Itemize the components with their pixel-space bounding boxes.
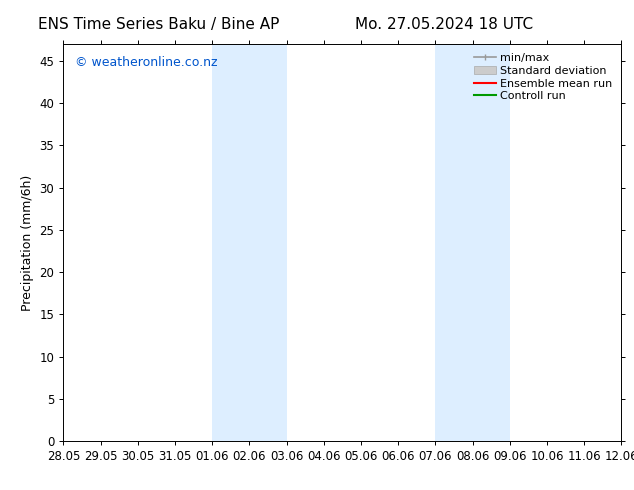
Text: © weatheronline.co.nz: © weatheronline.co.nz xyxy=(75,56,217,69)
Bar xyxy=(212,44,287,441)
Bar xyxy=(436,44,510,441)
Text: Mo. 27.05.2024 18 UTC: Mo. 27.05.2024 18 UTC xyxy=(355,17,533,32)
Text: ENS Time Series Baku / Bine AP: ENS Time Series Baku / Bine AP xyxy=(38,17,279,32)
Y-axis label: Precipitation (mm/6h): Precipitation (mm/6h) xyxy=(21,174,34,311)
Legend: min/max, Standard deviation, Ensemble mean run, Controll run: min/max, Standard deviation, Ensemble me… xyxy=(470,49,616,105)
